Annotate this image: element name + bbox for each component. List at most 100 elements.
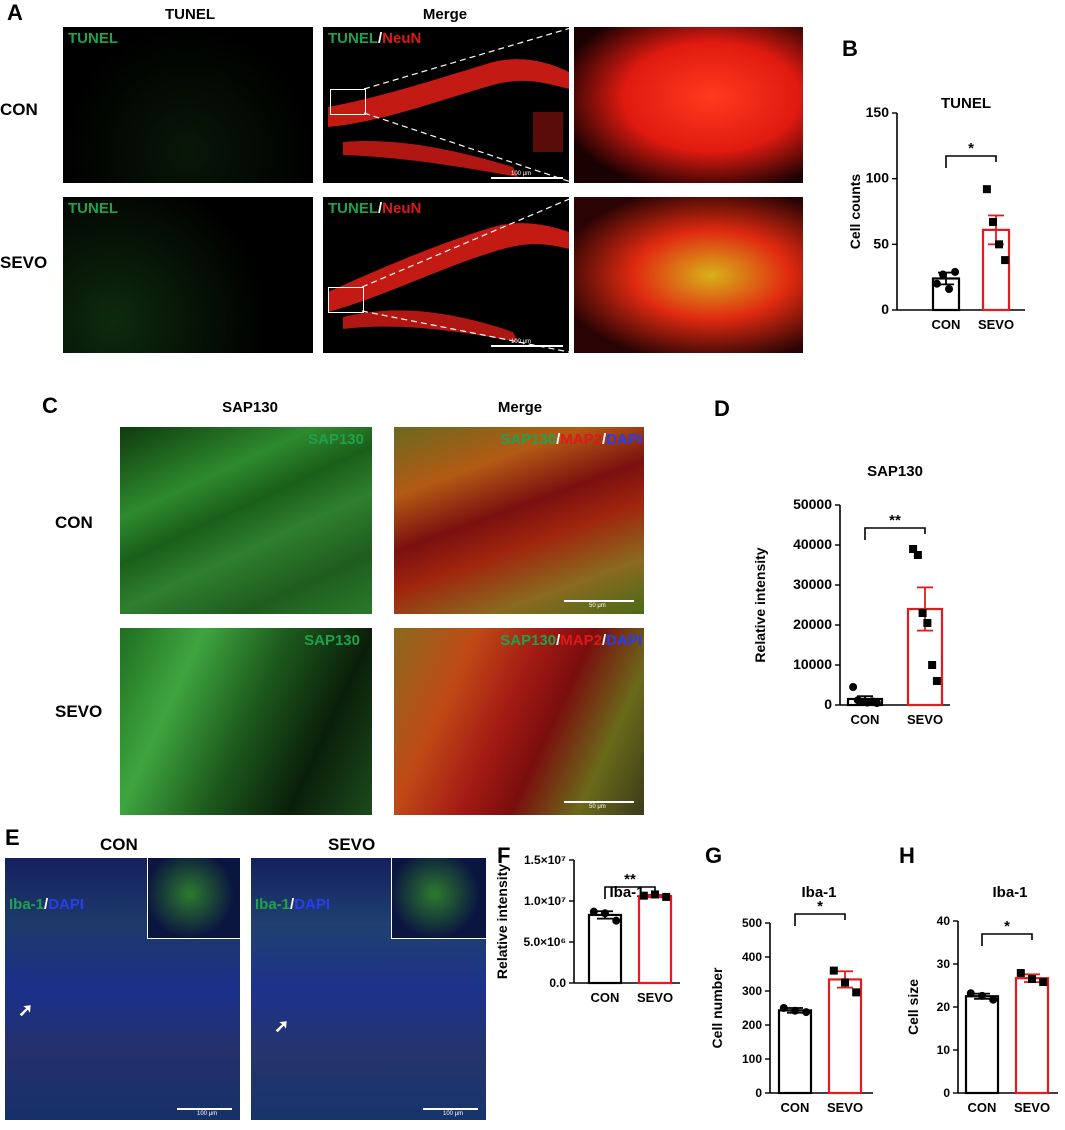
scale-bar (564, 600, 634, 602)
zoom-box (330, 89, 366, 115)
chart-f-point-sevo (639, 891, 648, 900)
chart-h-point-con (989, 995, 998, 1004)
channel-label: TUNEL (68, 30, 118, 47)
panel-label-d: D (714, 396, 730, 421)
chart-g-ytick-label: 200 (742, 1018, 762, 1032)
chart-b-point-sevo (988, 218, 997, 227)
row-label-sevo: SEVO (0, 253, 48, 272)
chart-g-point-sevo (852, 988, 861, 997)
chart-b-ytick-label: 0 (881, 301, 889, 317)
chart-g-ylabel: Cell number (709, 967, 725, 1048)
panel-label-c: C (42, 393, 58, 418)
tunel-sevo-image: TUNEL (63, 197, 313, 353)
scale-bar-label: 50 μm (589, 804, 606, 810)
chart-g-xtick-label: SEVO (827, 1100, 863, 1115)
chart-g-significance-label: * (817, 898, 823, 915)
chart-d-xtick-label: CON (851, 712, 880, 727)
panel-label-a: A (7, 0, 23, 25)
chart-b-point-sevo (1001, 256, 1010, 265)
channel-label: SAP130/MAP2/DAPI (500, 431, 642, 448)
chart-b-significance-label: * (968, 140, 974, 157)
chart-g-point-sevo (841, 978, 849, 987)
chart-h-significance-label: * (1004, 918, 1010, 935)
scale-bar-label: 100 μm (197, 1111, 218, 1117)
scale-bar (423, 1108, 478, 1110)
chart-d-xtick-label: SEVO (907, 712, 943, 727)
chart-g-point-con (802, 1008, 811, 1017)
chart-g-point-con (779, 1004, 788, 1012)
merge-con-image: SAP130/MAP2/DAPI 50 μm (394, 427, 644, 614)
chart-d-ytick-label: 50000 (793, 496, 832, 512)
sap130-con-image: SAP130 (120, 427, 372, 614)
panel-label-g: G (705, 843, 723, 868)
chart-f-point-sevo (662, 892, 671, 901)
chart-f-title: Iba-1 (609, 884, 644, 901)
chart-f-point-sevo (651, 890, 659, 899)
chart-b-title: TUNEL (941, 95, 991, 112)
chart-f-ytick-label: 1.5×10⁷ (524, 853, 566, 867)
chart-d-ytick-label: 30000 (793, 576, 832, 592)
col-title-merge: Merge (422, 6, 468, 23)
chart-h-point-sevo (1016, 969, 1025, 978)
scale-bar (564, 801, 634, 803)
chart-h-xtick-label: CON (968, 1100, 997, 1115)
chart-b-point-con (938, 270, 947, 279)
chart-b-ytick-label: 150 (866, 104, 890, 120)
row-label-con: CON (0, 100, 38, 119)
row-label-sevo: SEVO (55, 702, 103, 721)
chart-h-ytick-label: 30 (937, 957, 951, 971)
chart-b-xtick-label: CON (932, 317, 961, 332)
chart-g-ytick-label: 300 (742, 984, 762, 998)
chart-d-point-sevo (918, 609, 927, 617)
arrow-icon: ➚ (18, 1000, 34, 1020)
inset-image (391, 858, 486, 939)
chart-h-ytick-label: 20 (937, 1000, 951, 1014)
chart-d-significance-bracket (864, 527, 926, 540)
channel-label: SAP130/MAP2/DAPI (500, 632, 642, 649)
chart-b-point-con (951, 267, 960, 276)
chart-d-point-sevo (913, 551, 922, 559)
merge-sevo-image: SAP130/MAP2/DAPI 50 μm (394, 628, 644, 815)
chart-g-point-sevo (829, 966, 838, 975)
chart-g-title: Iba-1 (801, 884, 836, 901)
panel-label-b: B (842, 36, 858, 61)
chart-d-point-sevo (928, 661, 937, 669)
chart-f-bar-con (587, 913, 623, 985)
chart-d-point-sevo (923, 619, 932, 627)
chart-d-point-con (849, 683, 858, 691)
sap130-sevo-image: SAP130 (120, 628, 372, 815)
zoom-sevo-image (574, 197, 803, 353)
col-title-sap130: SAP130 (222, 399, 278, 416)
chart-h-bar-con (964, 995, 1000, 1095)
chart-h-bar-sevo (1014, 977, 1050, 1095)
chart-g-ytick-label: 0 (755, 1086, 762, 1100)
chart-h-point-sevo (1039, 978, 1048, 987)
chart-f-point-con (612, 916, 621, 925)
chart-b-ylabel: Cell counts (847, 174, 863, 250)
chart-d-title: SAP130 (867, 463, 923, 480)
chart-b-point-sevo (982, 185, 991, 194)
chart-b-point-con (932, 279, 941, 288)
chart-d-point-con (872, 699, 881, 707)
row-label-con: CON (55, 513, 93, 532)
chart-b-significance-bracket (945, 155, 997, 168)
iba1-sevo-image: Iba-1/DAPI ➚ 100 μm (251, 858, 486, 1120)
chart-h-significance-bracket (981, 933, 1033, 946)
inset-image (147, 858, 240, 939)
chart-d-bar-sevo (906, 607, 944, 707)
chart-h-point-con (966, 989, 975, 998)
chart-g-ytick-label: 500 (742, 916, 762, 930)
chart-f-xtick-label: SEVO (637, 990, 673, 1005)
chart-f-bar-sevo (637, 894, 673, 985)
chart-g-bar-sevo (827, 978, 863, 1095)
chart-g-point-con (791, 1006, 799, 1015)
chart-b-ytick-label: 100 (866, 170, 890, 186)
tunel-con-image: TUNEL (63, 27, 313, 183)
chart-d-point-sevo (932, 677, 941, 685)
scale-bar (177, 1108, 232, 1110)
chart-g-ytick-label: 100 (742, 1052, 762, 1066)
arrow-icon: ➚ (274, 1016, 290, 1036)
chart-f-point-con (601, 909, 609, 918)
chart-f-xtick-label: CON (591, 990, 620, 1005)
